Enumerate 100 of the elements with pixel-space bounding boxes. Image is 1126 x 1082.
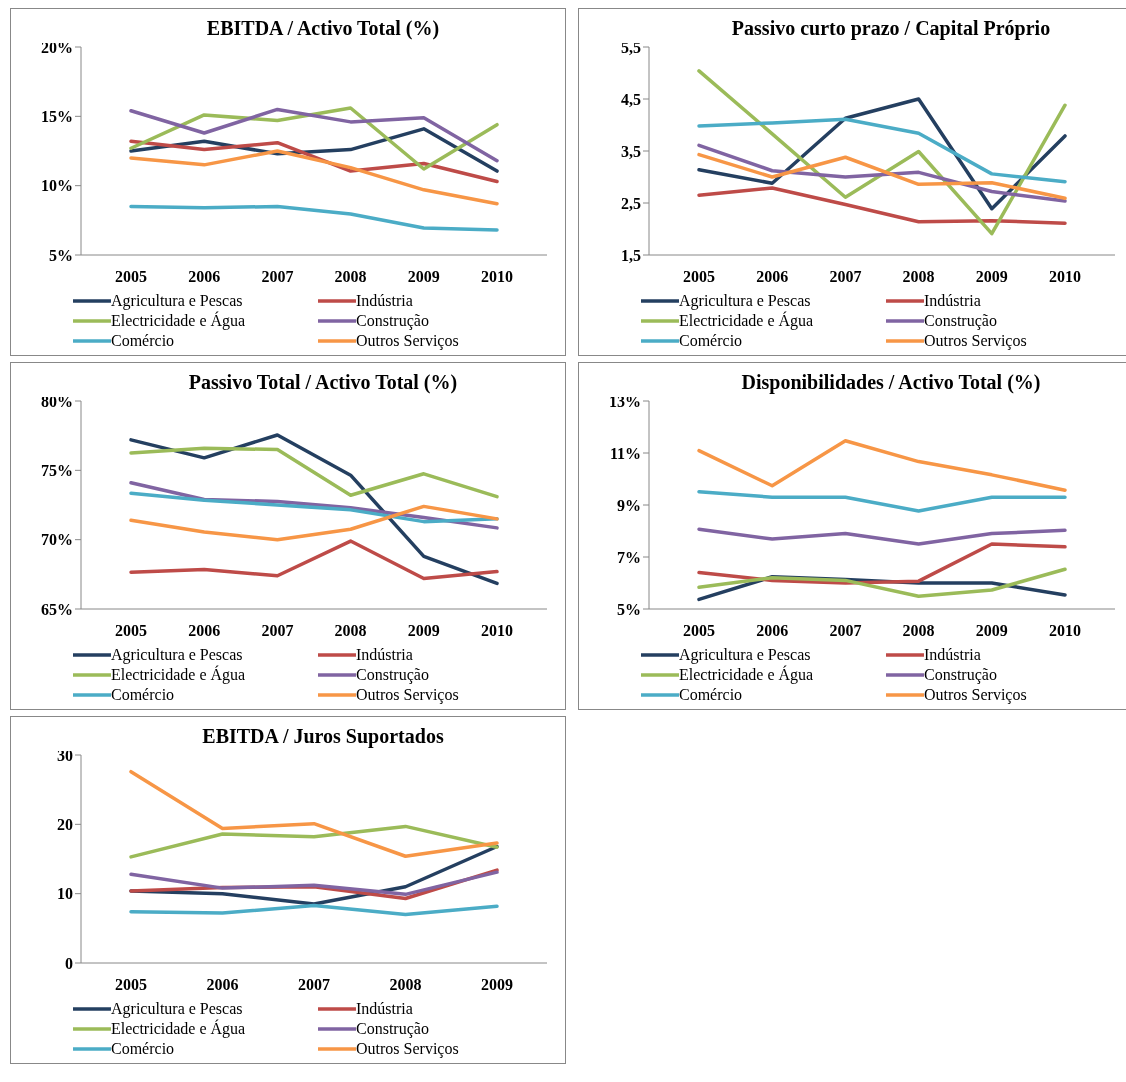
- legend-label: Indústria: [356, 645, 413, 665]
- y-tick-label: 65%: [41, 600, 73, 618]
- legend-label: Indústria: [356, 291, 413, 311]
- chart-title: Disponibilidades / Activo Total (%): [741, 371, 1041, 393]
- legend-label: Agricultura e Pescas: [111, 645, 243, 665]
- y-tick-label: 10%: [41, 177, 73, 195]
- x-tick-label: 2008: [334, 268, 367, 286]
- line-series: [697, 542, 1067, 585]
- legend-label: Construção: [924, 311, 997, 331]
- legend-label: Electricidade e Água: [111, 665, 246, 685]
- line-series: [129, 446, 499, 499]
- x-tick-label: 2008: [902, 622, 935, 640]
- x-tick-label: 2007: [298, 976, 330, 994]
- line-series: [697, 186, 1067, 226]
- y-tick-label: 20%: [41, 38, 73, 56]
- y-tick-label: 15%: [41, 108, 73, 126]
- y-tick-label: 30: [57, 746, 73, 764]
- y-tick-label: 80%: [41, 392, 73, 410]
- line-series: [129, 504, 499, 542]
- legend-label: Agricultura e Pescas: [679, 645, 811, 665]
- legend-label: Electricidade e Água: [111, 311, 246, 331]
- legend-label: Outros Serviços: [356, 1039, 459, 1059]
- line-series: [697, 69, 1067, 236]
- line-series: [129, 539, 499, 581]
- x-tick-label: 2007: [261, 622, 294, 640]
- y-tick-label: 10: [57, 885, 73, 903]
- y-tick-label: 75%: [41, 462, 73, 480]
- x-tick-label: 2010: [1049, 268, 1081, 286]
- y-tick-label: 1,5: [621, 246, 641, 264]
- line-series: [697, 567, 1067, 599]
- legend-label: Outros Serviços: [924, 331, 1027, 351]
- x-tick-label: 2005: [115, 976, 147, 994]
- line-series: [129, 769, 499, 858]
- line-series: [129, 149, 499, 206]
- legend-label: Comércio: [679, 685, 743, 705]
- x-tick-label: 2007: [829, 622, 862, 640]
- legend-label: Electricidade e Água: [111, 1019, 246, 1039]
- legend-label: Comércio: [111, 685, 175, 705]
- legend-label: Indústria: [924, 291, 981, 311]
- y-tick-label: 5%: [617, 600, 641, 618]
- legend-label: Construção: [356, 311, 429, 331]
- line-series: [697, 527, 1067, 546]
- chart-title: Passivo Total / Activo Total (%): [188, 371, 458, 393]
- x-tick-label: 2006: [188, 622, 221, 640]
- x-tick-label: 2009: [407, 622, 440, 640]
- x-tick-label: 2006: [188, 268, 221, 286]
- line-series: [697, 117, 1067, 184]
- x-tick-label: 2009: [481, 976, 513, 994]
- legend-label: Outros Serviços: [924, 685, 1027, 705]
- y-tick-label: 0: [65, 954, 73, 972]
- x-tick-label: 2010: [481, 622, 513, 640]
- x-tick-label: 2008: [334, 622, 367, 640]
- x-tick-label: 2009: [975, 268, 1008, 286]
- legend-label: Agricultura e Pescas: [679, 291, 811, 311]
- legend-label: Outros Serviços: [356, 685, 459, 705]
- x-tick-label: 2005: [683, 268, 715, 286]
- line-series: [129, 204, 499, 232]
- y-tick-label: 9%: [617, 496, 641, 514]
- legend-label: Comércio: [679, 331, 743, 351]
- x-tick-label: 2007: [829, 268, 862, 286]
- line-series: [129, 903, 499, 917]
- x-tick-label: 2009: [975, 622, 1008, 640]
- chart-title: EBITDA / Activo Total (%): [206, 17, 440, 39]
- legend-label: Electricidade e Água: [679, 311, 814, 331]
- legend-label: Construção: [356, 1019, 429, 1039]
- legend-label: Construção: [924, 665, 997, 685]
- line-series: [129, 824, 499, 859]
- x-tick-label: 2005: [115, 268, 147, 286]
- line-series: [697, 152, 1067, 201]
- x-tick-label: 2010: [1049, 622, 1081, 640]
- legend-label: Construção: [356, 665, 429, 685]
- x-tick-label: 2010: [481, 268, 513, 286]
- y-tick-label: 5%: [49, 246, 73, 264]
- legend-label: Outros Serviços: [356, 331, 459, 351]
- x-tick-label: 2006: [756, 268, 789, 286]
- x-tick-label: 2008: [902, 268, 935, 286]
- legend-label: Indústria: [356, 999, 413, 1019]
- y-tick-label: 70%: [41, 531, 73, 549]
- y-tick-label: 20: [57, 816, 73, 834]
- y-tick-label: 5,5: [621, 38, 641, 56]
- chart-title: Passivo curto prazo / Capital Próprio: [731, 17, 1051, 39]
- x-tick-label: 2005: [683, 622, 715, 640]
- y-tick-label: 2,5: [621, 194, 641, 212]
- legend-label: Comércio: [111, 1039, 175, 1059]
- line-series: [697, 143, 1067, 203]
- line-series: [129, 491, 499, 524]
- chart-title: EBITDA / Juros Suportados: [202, 725, 444, 747]
- x-tick-label: 2005: [115, 622, 147, 640]
- y-tick-label: 11%: [609, 444, 641, 462]
- y-tick-label: 4,5: [621, 90, 641, 108]
- legend-label: Indústria: [924, 645, 981, 665]
- x-tick-label: 2006: [206, 976, 239, 994]
- x-tick-label: 2009: [407, 268, 440, 286]
- legend-label: Agricultura e Pescas: [111, 999, 243, 1019]
- y-tick-label: 7%: [617, 548, 641, 566]
- y-tick-label: 13%: [609, 392, 641, 410]
- x-tick-label: 2008: [389, 976, 422, 994]
- line-series: [697, 439, 1067, 492]
- legend-label: Comércio: [111, 331, 175, 351]
- legend-label: Agricultura e Pescas: [111, 291, 243, 311]
